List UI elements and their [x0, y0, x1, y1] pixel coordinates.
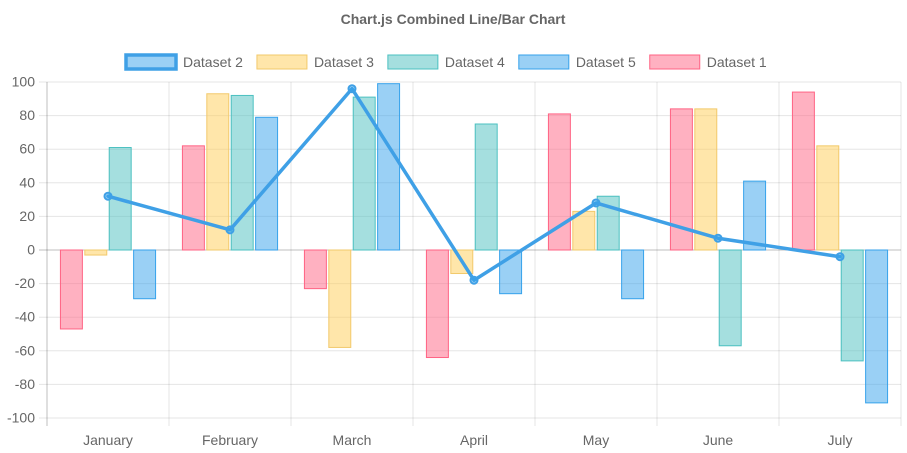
bars-layer — [60, 84, 887, 403]
point-dataset-2-february[interactable] — [227, 226, 234, 233]
y-tick-label: -80 — [15, 376, 35, 392]
chart-title: Chart.js Combined Line/Bar Chart — [341, 11, 566, 27]
bar-dataset-5-july[interactable] — [866, 250, 888, 403]
x-tick-label-january: January — [83, 432, 133, 448]
bar-dataset-3-january[interactable] — [85, 250, 107, 255]
x-tick-label-february: February — [202, 432, 258, 448]
x-tick-label-june: June — [703, 432, 734, 448]
bar-dataset-1-february[interactable] — [182, 146, 204, 250]
bar-dataset-5-february[interactable] — [256, 117, 278, 250]
bar-dataset-4-july[interactable] — [841, 250, 863, 361]
legend-label: Dataset 4 — [445, 54, 505, 70]
bar-dataset-1-april[interactable] — [426, 250, 448, 358]
y-tick-label: 60 — [19, 141, 35, 157]
y-tick-label: 100 — [12, 74, 36, 90]
y-tick-label: -40 — [15, 309, 35, 325]
bar-dataset-5-january[interactable] — [134, 250, 156, 299]
legend-swatch — [388, 55, 438, 69]
legend-label: Dataset 1 — [707, 54, 767, 70]
bar-dataset-5-may[interactable] — [622, 250, 644, 299]
y-tick-label: 80 — [19, 107, 35, 123]
bar-dataset-5-march[interactable] — [378, 84, 400, 250]
y-tick-label: -100 — [7, 410, 35, 426]
bar-dataset-1-july[interactable] — [792, 92, 814, 250]
point-dataset-2-may[interactable] — [593, 199, 600, 206]
x-tick-label-july: July — [828, 432, 853, 448]
x-tick-label-march: March — [333, 432, 372, 448]
point-dataset-2-july[interactable] — [837, 253, 844, 260]
legend-label: Dataset 3 — [314, 54, 374, 70]
legend-item-dataset-2[interactable]: Dataset 2 — [126, 54, 243, 70]
point-dataset-2-june[interactable] — [715, 235, 722, 242]
y-tick-label: -20 — [15, 275, 35, 291]
x-tick-label-april: April — [460, 432, 488, 448]
bar-dataset-4-june[interactable] — [719, 250, 741, 346]
legend-label: Dataset 5 — [576, 54, 636, 70]
bar-dataset-1-march[interactable] — [304, 250, 326, 289]
bar-dataset-3-march[interactable] — [329, 250, 351, 347]
y-tick-label: 0 — [27, 242, 35, 258]
point-dataset-2-april[interactable] — [471, 277, 478, 284]
bar-dataset-5-june[interactable] — [744, 181, 766, 250]
point-dataset-2-march[interactable] — [349, 85, 356, 92]
legend-swatch — [126, 55, 176, 69]
bar-dataset-3-july[interactable] — [817, 146, 839, 250]
legend-swatch — [519, 55, 569, 69]
legend-item-dataset-3[interactable]: Dataset 3 — [257, 54, 374, 70]
y-tick-label: 40 — [19, 174, 35, 190]
legend-item-dataset-5[interactable]: Dataset 5 — [519, 54, 636, 70]
legend-swatch — [650, 55, 700, 69]
legend-item-dataset-4[interactable]: Dataset 4 — [388, 54, 505, 70]
y-tick-label: -60 — [15, 342, 35, 358]
point-dataset-2-january[interactable] — [105, 193, 112, 200]
legend-swatch — [257, 55, 307, 69]
legend: Dataset 2 Dataset 3 Dataset 4 Dataset 5 Data… — [126, 54, 767, 70]
y-tick-label: 20 — [19, 208, 35, 224]
bar-dataset-4-april[interactable] — [475, 124, 497, 250]
legend-item-dataset-1[interactable]: Dataset 1 — [650, 54, 767, 70]
bar-dataset-1-january[interactable] — [60, 250, 82, 329]
bar-dataset-3-june[interactable] — [695, 109, 717, 250]
x-tick-label-may: May — [583, 432, 609, 448]
legend-label: Dataset 2 — [183, 54, 243, 70]
